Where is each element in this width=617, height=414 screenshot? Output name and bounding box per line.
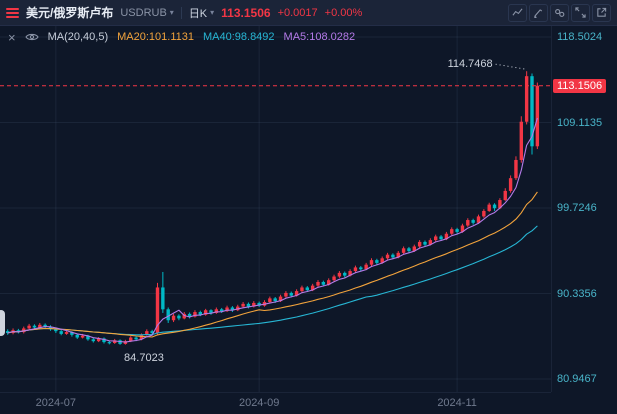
ma40-line	[7, 225, 538, 336]
time-axis[interactable]: 2024-07 2024-09 2024-11	[0, 392, 551, 414]
price-axis-label: 80.9467	[557, 373, 597, 385]
ma5-line	[7, 117, 538, 343]
last-price: 113.1506	[221, 5, 271, 20]
header-toolbar	[508, 3, 611, 22]
ma20-line	[7, 191, 538, 338]
price-change-percent: +0.00%	[324, 6, 363, 19]
indicator-legend: × MA(20,40,5) MA20:101.1131 MA40:98.8492…	[8, 29, 356, 45]
draw-icon[interactable]	[529, 3, 548, 22]
high-price-label: 114.7468	[448, 58, 493, 70]
price-axis-label: 118.5024	[557, 31, 603, 43]
overlay-icon[interactable]	[550, 3, 569, 22]
ma40-value: MA40:98.8492	[202, 31, 275, 43]
time-axis-label: 2024-07	[35, 397, 77, 409]
ma20-value: MA20:101.1131	[117, 31, 194, 43]
time-axis-label: 2024-09	[238, 397, 280, 409]
expand-icon[interactable]	[571, 3, 590, 22]
price-axis-label: 99.7246	[557, 202, 597, 214]
price-axis-label: 109.1135	[557, 116, 603, 129]
candlestick-chart[interactable]: 114.7468 84.7023	[0, 26, 551, 392]
pane-drag-handle[interactable]	[0, 310, 5, 336]
time-axis-label: 2024-11	[437, 397, 477, 409]
indicator-name[interactable]: MA(20,40,5)	[47, 31, 109, 43]
current-price-badge[interactable]: 113.1506	[553, 78, 607, 93]
period-selector[interactable]: 日K	[188, 7, 208, 20]
price-change: +0.0017	[277, 6, 318, 19]
close-icon[interactable]: ×	[8, 29, 16, 45]
ma5-value: MA5:108.0282	[283, 31, 356, 43]
pair-title: 美元/俄罗斯卢布	[26, 6, 114, 20]
header-divider	[180, 6, 182, 19]
header-bar: 美元/俄罗斯卢布 USDRUB ▾ 日K ▾ 113.1506 +0.0017 …	[0, 0, 617, 26]
chart-canvas[interactable]: 114.7468 84.7023	[0, 26, 551, 392]
menu-icon[interactable]	[6, 7, 19, 18]
low-price-label: 84.7023	[124, 352, 164, 364]
popout-icon[interactable]	[592, 3, 611, 22]
high-label-leader	[495, 63, 526, 70]
chart-style-icon[interactable]	[508, 3, 527, 22]
price-axis-label: 90.3356	[557, 287, 597, 300]
symbol-caret-icon[interactable]: ▾	[169, 8, 174, 17]
price-axis[interactable]: 118.5024 109.1135 99.7246 90.3356 80.9467 113…	[551, 26, 617, 392]
visibility-icon[interactable]	[24, 32, 39, 42]
period-caret-icon[interactable]: ▾	[210, 8, 215, 17]
symbol-code[interactable]: USDRUB	[120, 6, 167, 19]
